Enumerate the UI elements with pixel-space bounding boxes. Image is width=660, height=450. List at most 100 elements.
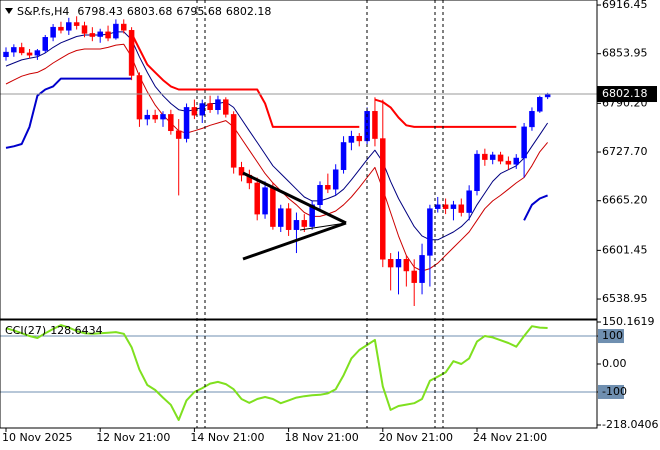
candle-body xyxy=(215,99,221,110)
candle-body xyxy=(160,114,166,120)
indicator-line xyxy=(5,77,548,221)
candle-body xyxy=(458,204,465,213)
candle-body xyxy=(42,37,48,51)
candle-body xyxy=(97,31,103,37)
candle-body xyxy=(270,187,276,227)
separators xyxy=(196,0,444,428)
x-tick-label: 24 Nov 21:00 xyxy=(473,431,547,444)
candle-body xyxy=(505,160,512,165)
trend-line xyxy=(299,222,347,231)
candle-body xyxy=(113,23,119,39)
candle-body xyxy=(3,51,9,58)
candle-body xyxy=(73,22,80,26)
y-tick-label: 150.1619 xyxy=(602,315,655,328)
y-tick-label: 6538.95 xyxy=(602,292,648,305)
candle-body xyxy=(191,107,198,116)
candle-body xyxy=(450,204,457,209)
candle-body xyxy=(285,208,292,230)
trend-line xyxy=(242,221,347,261)
cci-header: CCI(27) 128.6434 xyxy=(5,324,103,337)
y-tick-label: 0.00 xyxy=(602,357,627,370)
y-tick-label: 100 xyxy=(602,329,623,342)
candle-body xyxy=(521,126,527,159)
x-tick-label: 12 Nov 21:00 xyxy=(96,431,170,444)
candle-body xyxy=(278,208,284,227)
close: 6802.18 xyxy=(226,5,272,18)
candle-body xyxy=(238,167,245,176)
y-tick-label: -100 xyxy=(602,385,627,398)
indicator-name: CCI(27) xyxy=(5,324,46,337)
trend-line xyxy=(242,171,347,225)
candle-body xyxy=(254,182,260,215)
candle-body xyxy=(168,114,174,132)
price-label-box xyxy=(597,86,657,103)
low: 6795.68 xyxy=(176,5,222,18)
indicator-line xyxy=(130,32,517,128)
candle-body xyxy=(442,204,449,209)
candle-body xyxy=(183,107,190,139)
candle-body xyxy=(435,204,441,209)
indicator-value: 128.6434 xyxy=(50,324,103,337)
y-tick-label: 6916.45 xyxy=(602,0,648,11)
candle-body xyxy=(309,204,315,227)
candle-body xyxy=(513,157,519,165)
x-tick-label: 14 Nov 21:00 xyxy=(190,431,264,444)
header: S&P.fs,H4 6798.43 6803.68 6795.68 6802.18 xyxy=(17,5,271,18)
candle-body xyxy=(325,185,331,190)
y-tick-label: 6601.45 xyxy=(602,243,648,256)
candle-body xyxy=(387,259,394,268)
open: 6798.43 xyxy=(77,5,123,18)
candle-body xyxy=(121,23,127,31)
candle-body xyxy=(466,190,472,213)
panel-frame xyxy=(0,319,598,429)
candle-body xyxy=(50,26,56,38)
y-tick-label: 6665.20 xyxy=(602,194,648,207)
candle-body xyxy=(105,31,111,39)
candle-body xyxy=(128,30,135,76)
candle-body xyxy=(58,26,64,31)
candle-body xyxy=(89,33,96,37)
candle-body xyxy=(199,103,205,116)
candle-body xyxy=(26,52,33,56)
price-label: 6802.18 xyxy=(602,87,648,100)
candle-body xyxy=(144,114,151,120)
candle-body xyxy=(293,220,300,230)
symbol: S&P.fs,H4 xyxy=(17,5,69,18)
candle-body xyxy=(427,208,433,256)
candle-body xyxy=(262,187,268,215)
candle-body xyxy=(175,130,182,139)
level-label-box xyxy=(598,384,624,399)
x-tick-label: 20 Nov 21:00 xyxy=(379,431,453,444)
panel-frame xyxy=(0,0,598,320)
triangle-drawing xyxy=(242,171,347,261)
candle-body xyxy=(395,259,402,268)
candle-body xyxy=(66,22,72,31)
y-tick-label: -218.0406 xyxy=(602,418,658,431)
candle-body xyxy=(18,47,25,54)
candle-body xyxy=(348,135,355,143)
candle-body xyxy=(537,97,543,112)
candle-body xyxy=(497,154,504,162)
candle-body xyxy=(317,185,323,206)
candle-body xyxy=(34,50,41,56)
candle-body xyxy=(11,47,17,53)
candle-body xyxy=(380,138,386,260)
candle-body xyxy=(340,142,347,170)
candle-body xyxy=(482,153,488,160)
y-tick-label: 6727.70 xyxy=(602,145,648,158)
level-label-box xyxy=(598,329,624,344)
candle-body xyxy=(301,220,308,227)
candle-body xyxy=(372,111,378,139)
candle-body xyxy=(136,75,143,120)
candle-body xyxy=(223,99,229,115)
candle-body xyxy=(230,114,237,168)
candle-body xyxy=(411,270,417,283)
x-tick-label: 18 Nov 21:00 xyxy=(285,431,359,444)
candle-body xyxy=(332,169,339,190)
candle-body xyxy=(474,153,480,191)
high: 6803.68 xyxy=(127,5,173,18)
menu-arrow xyxy=(5,8,13,14)
y-tick-label: 6853.95 xyxy=(602,47,648,60)
candle-body xyxy=(403,259,410,272)
